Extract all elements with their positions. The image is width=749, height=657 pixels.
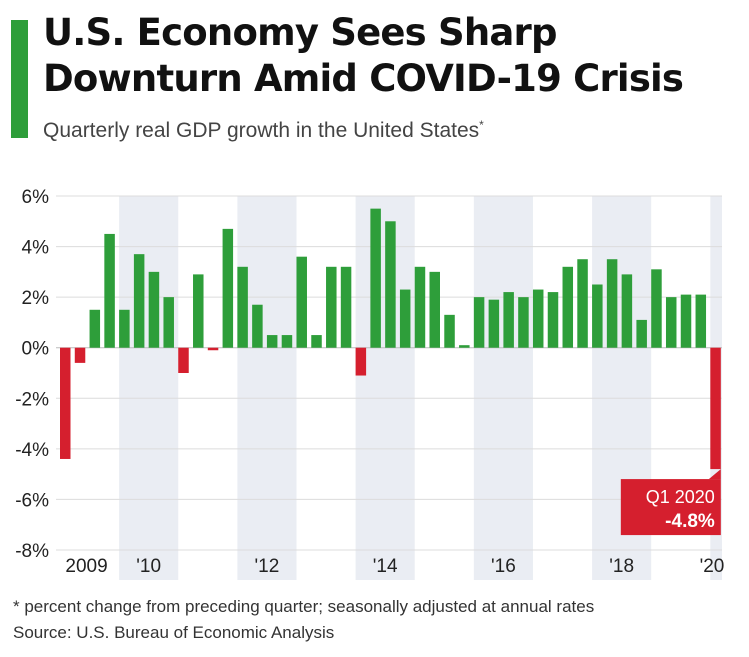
title-accent-bar <box>11 20 28 138</box>
bar <box>222 228 234 348</box>
bar <box>266 335 278 348</box>
bars <box>60 208 721 470</box>
bar <box>370 208 381 348</box>
bar <box>636 319 647 348</box>
bar <box>340 266 352 348</box>
title-line-2: Downturn Amid COVID-19 Crisis <box>43 57 684 100</box>
y-tick-label: 4% <box>22 238 50 259</box>
bar <box>680 294 692 348</box>
y-tick-label: -2% <box>15 389 49 410</box>
bar <box>326 266 337 348</box>
bar <box>429 271 440 348</box>
chart-subtitle: Quarterly real GDP growth in the United … <box>43 118 484 143</box>
bar <box>518 297 529 348</box>
bar <box>89 309 101 348</box>
annotation-label: Q1 2020 <box>646 487 715 507</box>
bar <box>710 347 721 470</box>
bar <box>385 221 396 348</box>
bar <box>252 304 263 348</box>
bar <box>311 335 322 348</box>
bar <box>104 233 115 348</box>
bar <box>414 266 426 348</box>
annotation-value: -4.8% <box>665 511 715 532</box>
bar <box>281 335 293 348</box>
gdp-bar-chart: -8% -6% -4% -2% 0% 2% 4% 6% 2009 '10 '12 '14 '16 '18… <box>15 187 724 580</box>
bar <box>665 297 677 348</box>
x-tick-label: '10 <box>136 556 161 577</box>
bar <box>488 299 500 348</box>
bar <box>651 269 662 348</box>
q1-2020-annotation: Q1 2020 -4.8% <box>620 469 721 536</box>
bar <box>163 297 174 348</box>
bar <box>399 289 411 348</box>
x-tick-label: 2009 <box>65 556 107 577</box>
chart-title: U.S. Economy Sees Sharp Downturn Amid CO… <box>43 10 743 102</box>
year-band-2016 <box>473 196 533 580</box>
bar <box>178 347 189 373</box>
title-line-1: U.S. Economy Sees Sharp <box>43 11 557 54</box>
bar <box>547 292 559 348</box>
x-tick-label: '18 <box>609 556 634 577</box>
subtitle-marker: * <box>479 118 484 132</box>
bar <box>606 259 618 348</box>
y-tick-label: 2% <box>22 288 50 309</box>
bar <box>148 271 160 348</box>
bar <box>119 309 130 348</box>
bar <box>237 266 248 348</box>
x-tick-label: '14 <box>373 556 398 577</box>
y-tick-label: -6% <box>15 490 49 511</box>
y-tick-label: -4% <box>15 440 49 461</box>
bar <box>355 347 367 376</box>
bar <box>60 347 71 459</box>
footnote: * percent change from preceding quarter;… <box>13 597 595 616</box>
x-tick-label: '12 <box>255 556 280 577</box>
bar <box>459 345 470 348</box>
bar <box>695 294 707 348</box>
bar <box>193 274 204 348</box>
bar <box>207 347 219 351</box>
y-tick-label: -8% <box>15 541 49 562</box>
bar <box>74 347 86 363</box>
y-tick-label: 0% <box>22 339 50 360</box>
x-tick-label: '16 <box>491 556 516 577</box>
bar <box>473 297 485 348</box>
bar <box>296 256 307 348</box>
bar <box>621 274 633 348</box>
bar <box>532 289 544 348</box>
bar <box>133 254 145 348</box>
source-note: Source: U.S. Bureau of Economic Analysis <box>13 623 335 642</box>
x-axis-ticks: 2009 '10 '12 '14 '16 '18 '20 <box>65 556 724 577</box>
bar <box>562 266 574 348</box>
annotation-pointer <box>708 469 721 480</box>
y-tick-label: 6% <box>22 187 50 208</box>
bar <box>444 314 455 348</box>
year-band-2010 <box>119 196 179 580</box>
year-band-2012 <box>237 196 297 580</box>
x-tick-label: '20 <box>700 556 725 577</box>
bar <box>503 292 514 348</box>
annotation-box <box>620 479 721 536</box>
y-axis-ticks: -8% -6% -4% -2% 0% 2% 4% 6% <box>15 187 49 562</box>
subtitle-text: Quarterly real GDP growth in the United … <box>43 119 480 142</box>
bar <box>592 284 603 348</box>
bar <box>577 259 588 348</box>
